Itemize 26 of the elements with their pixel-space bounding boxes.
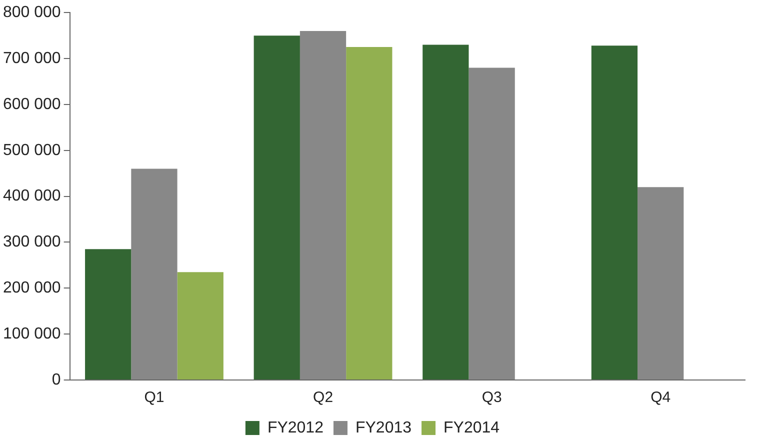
y-tick-label: 100 000	[2, 325, 61, 342]
legend-label: FY2013	[355, 419, 412, 436]
legend-label: FY2014	[444, 419, 500, 436]
x-tick-label: Q3	[482, 389, 502, 406]
y-tick-label: 400 000	[2, 188, 61, 205]
bar	[85, 249, 132, 380]
y-tick-label: 600 000	[2, 96, 61, 113]
bar	[422, 44, 469, 380]
bar	[254, 36, 300, 380]
bar	[177, 272, 224, 380]
y-tick-label: 500 000	[2, 142, 61, 159]
bar	[131, 168, 178, 380]
x-tick-label: Q4	[650, 389, 671, 406]
y-tick-label: 300 000	[2, 234, 61, 251]
x-tick-label: Q1	[144, 389, 164, 406]
y-tick-label: 700 000	[2, 50, 61, 67]
bar	[468, 68, 515, 380]
y-tick-label: 0	[52, 371, 61, 388]
bar	[591, 46, 638, 380]
x-tick-label: Q2	[313, 389, 334, 406]
bar	[638, 187, 684, 380]
legend-label: FY2012	[267, 419, 324, 436]
y-tick-label: 200 000	[2, 280, 61, 297]
y-tick-label: 800 000	[2, 4, 61, 22]
bar	[346, 47, 392, 380]
bar	[300, 30, 346, 380]
